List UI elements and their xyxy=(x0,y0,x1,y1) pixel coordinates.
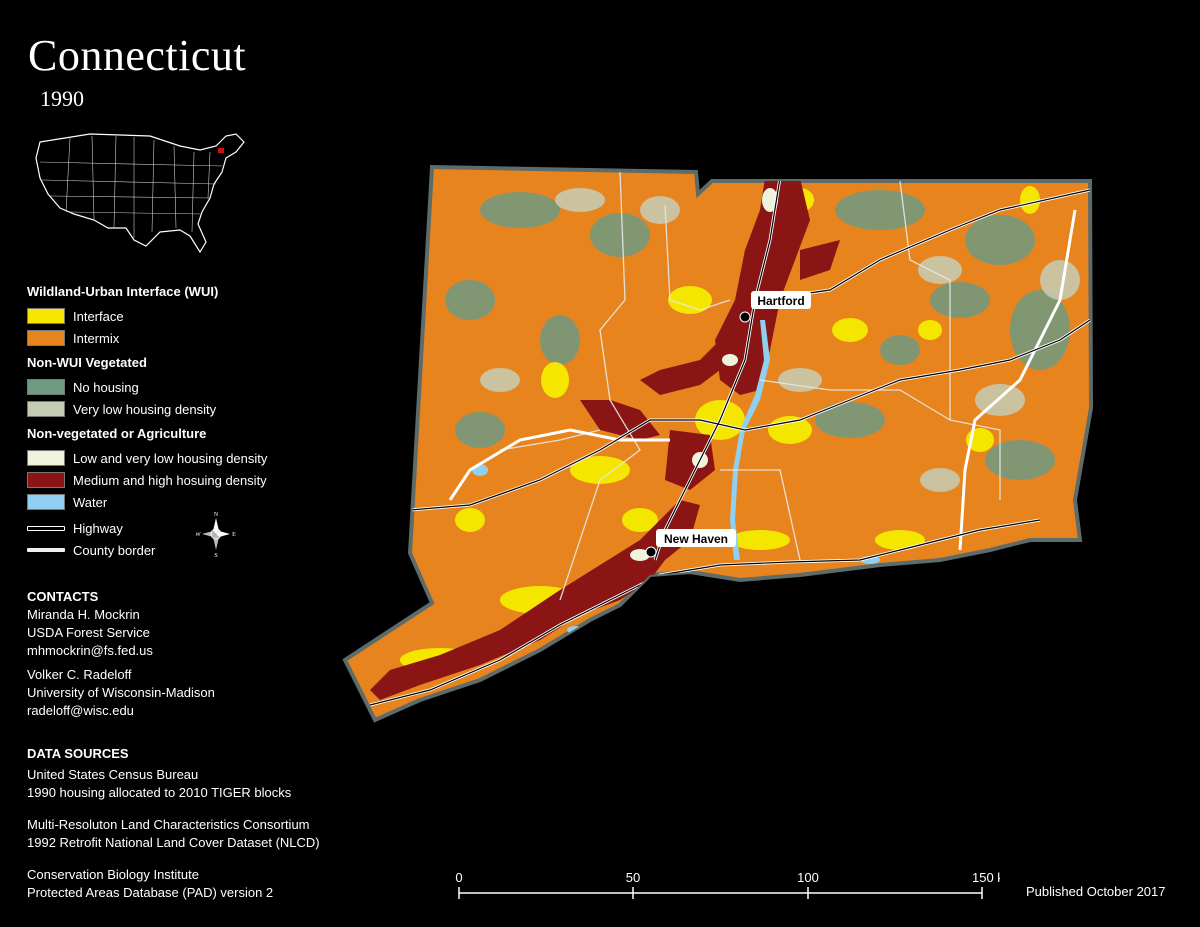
compass-n: N xyxy=(214,512,219,518)
legend-heading-nonveg: Non-vegetated or Agriculture xyxy=(27,426,207,441)
source2-line2: 1992 Retrofit National Land Cover Datase… xyxy=(27,835,320,850)
scale-tick-50: 50 xyxy=(626,870,640,885)
county-borders xyxy=(499,171,1001,601)
scale-bar: 0 50 100 150 km xyxy=(455,870,1000,899)
sources-heading: DATA SOURCES xyxy=(27,746,129,761)
compass-rose-icon: N S W E xyxy=(196,512,236,558)
swatch-no-housing xyxy=(27,379,65,395)
contact1-org: USDA Forest Service xyxy=(27,625,150,640)
new-haven-label-box: New Haven xyxy=(656,529,736,547)
data-sources-section: DATA SOURCES United States Census Bureau… xyxy=(27,745,320,902)
us-inset-map xyxy=(35,133,245,254)
swatch-highway xyxy=(27,525,65,531)
swatch-county-border xyxy=(27,548,65,552)
hartford-marker xyxy=(739,311,751,323)
contacts-section: CONTACTS Miranda H. Mockrin USDA Forest … xyxy=(27,588,215,720)
contact2-email: radeloff@wisc.edu xyxy=(27,703,134,718)
new-haven-label: New Haven xyxy=(664,532,728,546)
contact1-name: Miranda H. Mockrin xyxy=(27,607,140,622)
connecticut-map: Hartford New Haven xyxy=(342,164,1094,723)
contact2-name: Volker C. Radeloff xyxy=(27,667,132,682)
contacts-heading: CONTACTS xyxy=(27,589,99,604)
legend-heading-nonwui: Non-WUI Vegetated xyxy=(27,355,147,370)
swatch-water xyxy=(27,494,65,510)
legend-item-highway: Highway xyxy=(27,517,357,539)
legend-item-interface: Interface xyxy=(27,305,357,327)
swatch-low-very-low xyxy=(27,450,65,466)
compass-e: E xyxy=(232,532,236,538)
source1-line2: 1990 housing allocated to 2010 TIGER blo… xyxy=(27,785,292,800)
map-year: 1990 xyxy=(40,86,84,111)
legend-item-very-low: Very low housing density xyxy=(27,398,357,420)
compass-s: S xyxy=(214,553,217,558)
connecticut-highlight xyxy=(218,148,224,153)
contact2-org: University of Wisconsin-Madison xyxy=(27,685,215,700)
source3-line1: Conservation Biology Institute xyxy=(27,867,199,882)
new-haven-marker xyxy=(645,546,657,558)
swatch-medium-high xyxy=(27,472,65,488)
scale-tick-100: 100 xyxy=(797,870,819,885)
legend-item-county-border: County border xyxy=(27,539,357,561)
swatch-intermix xyxy=(27,330,65,346)
state-base xyxy=(342,164,1094,723)
compass-w: W xyxy=(196,532,201,538)
legend-heading-wui: Wildland-Urban Interface (WUI) xyxy=(27,284,219,299)
swatch-interface xyxy=(27,308,65,324)
scale-tick-0: 0 xyxy=(455,870,462,885)
highway-centerlines xyxy=(369,177,1091,706)
source1-line1: United States Census Bureau xyxy=(27,767,199,782)
legend-item-medium-high: Medium and high hosuing density xyxy=(27,469,357,491)
legend-item-low-very-low: Low and very low housing density xyxy=(27,447,357,469)
published-date: Published October 2017 xyxy=(1026,884,1166,899)
contact1-email: mhmockrin@fs.fed.us xyxy=(27,643,153,658)
medium-high-density-areas xyxy=(370,178,840,700)
legend-item-no-housing: No housing xyxy=(27,376,357,398)
map-title: Connecticut xyxy=(28,31,247,80)
hartford-label-box: Hartford xyxy=(751,291,811,309)
hartford-label: Hartford xyxy=(757,294,804,308)
source3-line2: Protected Areas Database (PAD) version 2 xyxy=(27,885,274,900)
scale-tick-150: 150 km xyxy=(972,870,1000,885)
legend-item-intermix: Intermix xyxy=(27,327,357,349)
source2-line1: Multi-Resoluton Land Characteristics Con… xyxy=(27,817,310,832)
legend-item-water: Water xyxy=(27,491,357,513)
swatch-very-low xyxy=(27,401,65,417)
legend: Wildland-Urban Interface (WUI) Interface… xyxy=(27,284,357,561)
